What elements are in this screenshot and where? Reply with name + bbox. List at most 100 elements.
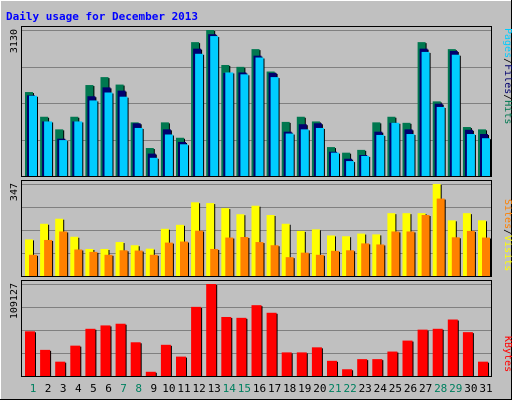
kbytes-bar: [296, 352, 308, 377]
day-label: 5: [90, 382, 97, 395]
sites-bar: [361, 243, 371, 277]
hits-legend: Pages/Files/Hits: [502, 28, 512, 124]
day-label: 6: [105, 382, 112, 395]
pages-bar: [210, 36, 220, 177]
pages-bar: [270, 77, 280, 177]
kbytes-bar: [342, 369, 354, 377]
day-label: 18: [283, 382, 296, 395]
day-label: 21: [328, 382, 341, 395]
day-label: 19: [298, 382, 311, 395]
pages-bar: [119, 96, 129, 177]
day-label: 23: [359, 382, 372, 395]
sites-bar: [436, 198, 446, 277]
visits-legend: Sites/Visits: [502, 199, 512, 271]
day-label: 27: [419, 382, 432, 395]
pages-bar: [376, 134, 386, 177]
kbytes-bar: [40, 349, 52, 377]
legend-pages: Pages: [502, 28, 512, 58]
legend-sep-3: /: [502, 229, 512, 235]
day-label: 14: [223, 382, 237, 395]
kbytes-bar: [85, 328, 97, 377]
pages-bar: [134, 127, 144, 177]
day-label: 16: [253, 382, 266, 395]
sites-bar: [164, 242, 174, 277]
kbytes-bar: [462, 332, 474, 377]
sites-bar: [59, 231, 69, 277]
kbytes-bar: [191, 306, 203, 377]
kbytes-legend: KBytes: [502, 336, 512, 372]
pages-bar: [59, 140, 69, 177]
pages-bar: [74, 121, 84, 177]
day-label: 29: [449, 382, 462, 395]
day-label: 9: [150, 382, 157, 395]
pages-bar: [89, 100, 99, 177]
kbytes-bar: [251, 305, 263, 377]
kbytes-bar: [206, 284, 218, 377]
pages-bar: [421, 51, 431, 177]
sites-bar: [74, 249, 84, 277]
day-label: 15: [238, 382, 251, 395]
pages-bar: [180, 144, 189, 177]
kbytes-bar: [327, 360, 338, 377]
sites-bar: [89, 251, 99, 277]
pages-bar: [225, 72, 235, 177]
pages-bar: [255, 57, 265, 177]
kbytes-bar: [100, 325, 112, 377]
sites-bar: [225, 237, 235, 277]
pages-bar: [149, 157, 159, 177]
pages-bar: [361, 155, 371, 177]
kbytes-bar: [70, 345, 82, 377]
visits-bar: [281, 223, 291, 277]
day-label: 28: [434, 382, 447, 395]
day-label: 8: [135, 382, 142, 395]
day-label: 26: [404, 382, 417, 395]
pages-bar: [285, 133, 295, 177]
pages-bar: [406, 134, 416, 177]
sites-bar: [331, 250, 340, 277]
kbytes-bar: [281, 352, 293, 377]
kbytes-bar: [417, 329, 429, 377]
chart-title: Daily usage for December 2013: [6, 10, 198, 23]
day-label: 20: [313, 382, 326, 395]
sites-bar: [315, 254, 325, 277]
kbytes-bar: [478, 361, 489, 377]
pages-bar: [300, 129, 310, 177]
sites-bar: [406, 231, 416, 277]
pages-bar: [482, 138, 491, 177]
day-label: 17: [268, 382, 281, 395]
kbytes-bar: [25, 331, 36, 377]
kbytes-bar: [387, 351, 399, 377]
day-label: 24: [374, 382, 388, 395]
kbytes-bar: [236, 317, 248, 377]
day-label: 1: [30, 382, 37, 395]
sites-bar: [255, 242, 265, 277]
legend-visits: Visits: [502, 235, 512, 271]
sites-bar: [270, 245, 280, 277]
pages-bar: [104, 92, 114, 177]
visits-bar: [251, 205, 261, 277]
day-label: 7: [120, 382, 127, 395]
legend-sites: Sites: [502, 199, 512, 229]
sites-bar: [240, 237, 250, 277]
sites-bar: [300, 252, 310, 277]
sites-bar: [44, 239, 54, 277]
day-label: 4: [75, 382, 82, 395]
pages-bar: [436, 106, 446, 177]
visits-bar: [311, 229, 321, 277]
pages-bar: [391, 122, 401, 177]
sites-bar: [421, 215, 431, 277]
kbytes-bar: [432, 328, 444, 377]
day-label: 13: [208, 382, 221, 395]
kbytes-bar: [221, 316, 233, 377]
sites-bar: [104, 254, 114, 277]
legend-hits: Hits: [502, 100, 512, 124]
sites-bar: [451, 237, 461, 277]
kbytes-bar: [130, 342, 142, 377]
sites-bar: [346, 250, 356, 277]
kbytes-bar: [357, 359, 369, 377]
kbytes-bar: [55, 361, 67, 377]
kbytes-bar: [176, 356, 187, 377]
kbytes-bar: [402, 340, 414, 377]
day-label: 30: [464, 382, 477, 395]
